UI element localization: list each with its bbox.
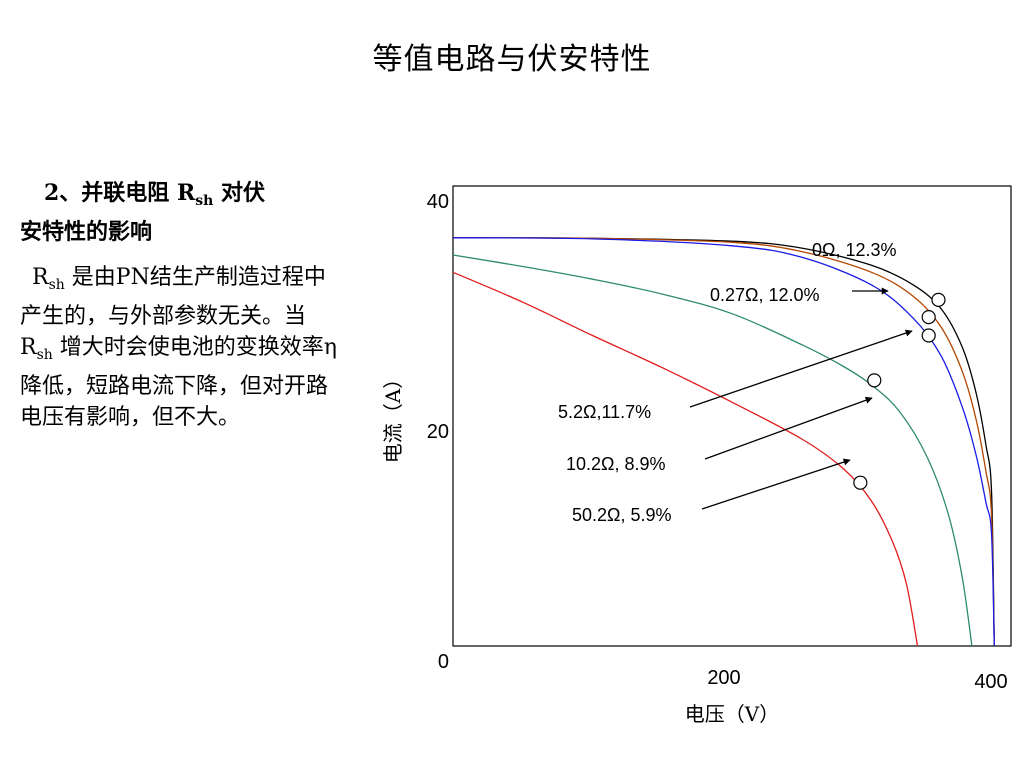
- heading-prefix: 2、并联电阻: [44, 180, 170, 206]
- iv-curve-blue: [452, 237, 995, 647]
- annotation-layer: 0Ω, 12.3% 0.27Ω, 12.0% 5.2Ω,11.7% 10.2Ω, 8.…: [558, 240, 913, 525]
- heading-line2: 安特性的影响: [20, 219, 153, 245]
- x-tick-label: 200: [707, 667, 740, 689]
- section-body: Rsh 是由PN结生产制造过程中产生的，与外部参数无关。当 Rsh 增大时会使电…: [20, 262, 342, 433]
- body-symbol: R: [32, 265, 49, 290]
- pointer-arrow-blue: [689, 329, 913, 408]
- heading-subscript: sh: [195, 193, 214, 209]
- axis-layer: 0 20 40 200 400 电压（V） 电流（A）: [381, 191, 1008, 726]
- y-axis-label: 电流（A）: [381, 369, 405, 463]
- mpp-marker-green: [867, 373, 882, 388]
- series-label-black: 0Ω, 12.3%: [812, 240, 897, 260]
- plot-frame: [452, 185, 1012, 647]
- mpp-marker-blue: [921, 328, 936, 343]
- iv-curve-green: [452, 254, 973, 647]
- page-title: 等值电路与伏安特性: [372, 42, 652, 77]
- pointer-arrow-red: [701, 458, 851, 510]
- series-label-blue: 5.2Ω,11.7%: [558, 402, 651, 422]
- section-heading: 2、并联电阻 Rsh 对伏 安特性的影响: [20, 178, 342, 248]
- heading-suffix: 对伏: [221, 180, 266, 206]
- series-label-green: 10.2Ω, 8.9%: [566, 454, 666, 474]
- curves-layer: [452, 237, 995, 647]
- series-label-brown: 0.27Ω, 12.0%: [710, 285, 820, 305]
- pointer-arrow-green: [704, 396, 873, 460]
- y-tick-label: 40: [427, 191, 449, 213]
- body-text-part2: 增大时会使电池的变换效率η降低，短路电流下降，但对开路电压有影响，但不大。: [20, 335, 337, 430]
- body-subscript-2: sh: [36, 347, 53, 363]
- iv-curve-brown: [452, 237, 995, 647]
- series-label-red: 50.2Ω, 5.9%: [572, 505, 672, 525]
- mpp-marker-red: [853, 475, 868, 490]
- y-tick-label: 20: [427, 421, 449, 443]
- x-tick-label: 400: [974, 671, 1007, 693]
- body-symbol-2: R: [20, 335, 37, 360]
- mpp-marker-black: [931, 292, 946, 307]
- x-axis-label: 电压（V）: [685, 702, 779, 726]
- y-tick-label: 0: [438, 651, 449, 673]
- body-text-part1: 是由PN结生产制造过程中产生的，与外部参数无关。当: [20, 265, 326, 329]
- mpp-marker-brown: [921, 310, 936, 325]
- body-subscript: sh: [48, 277, 65, 293]
- iv-curve-red: [452, 271, 919, 647]
- heading-symbol: R: [176, 180, 196, 206]
